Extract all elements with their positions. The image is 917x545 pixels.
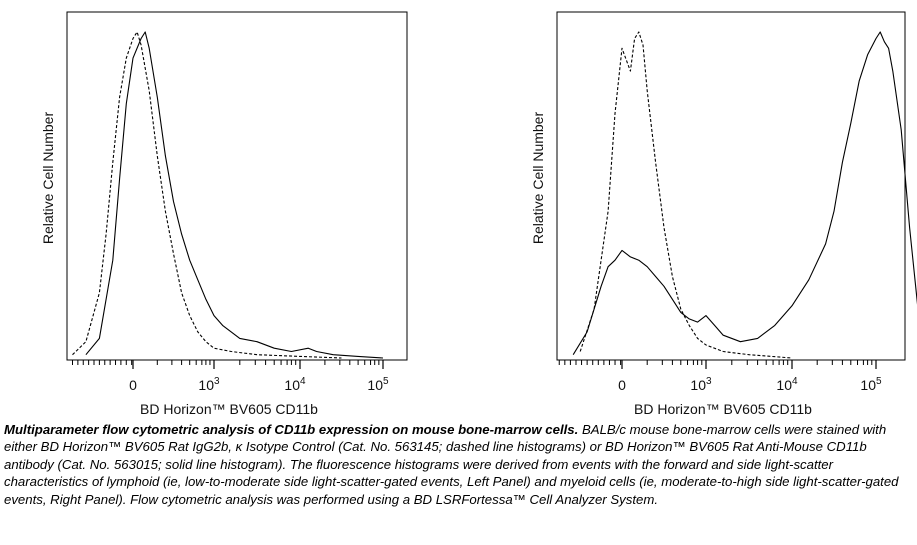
- tick-label: 103: [690, 376, 712, 393]
- figure-caption: Multiparameter flow cytometric analysis …: [4, 421, 909, 508]
- caption-body: BALB/c mouse bone-marrow cells were stai…: [4, 422, 899, 507]
- y-axis-label: Relative Cell Number: [40, 112, 56, 245]
- plot-frame: [66, 11, 408, 361]
- tick-label: 0: [618, 377, 626, 393]
- cd11b-histogram: [572, 31, 917, 355]
- tick-label-base: 0: [618, 377, 626, 393]
- tick-label-exponent: 3: [706, 376, 712, 387]
- tick-label: 104: [284, 376, 306, 393]
- tick-label-base: 10: [690, 377, 706, 393]
- tick-label: 104: [776, 376, 798, 393]
- isotype-control-histogram: [72, 31, 342, 359]
- tick-label-base: 10: [860, 377, 876, 393]
- tick-label-exponent: 3: [214, 376, 220, 387]
- caption-title: Multiparameter flow cytometric analysis …: [4, 422, 579, 437]
- tick-label-base: 10: [198, 377, 214, 393]
- tick-label-exponent: 4: [792, 376, 798, 387]
- y-axis-label: Relative Cell Number: [530, 112, 546, 245]
- isotype-control-histogram: [579, 31, 793, 359]
- tick-label-base: 10: [776, 377, 792, 393]
- tick-label-base: 10: [367, 377, 383, 393]
- x-axis-label: BD Horizon™ BV605 CD11b: [140, 401, 318, 417]
- tick-label: 105: [860, 376, 882, 393]
- tick-label: 0: [129, 377, 137, 393]
- tick-label-exponent: 4: [300, 376, 306, 387]
- tick-label-base: 0: [129, 377, 137, 393]
- cd11b-histogram: [85, 31, 384, 359]
- tick-label-exponent: 5: [383, 376, 389, 387]
- tick-label-exponent: 5: [876, 376, 882, 387]
- tick-label-base: 10: [284, 377, 300, 393]
- tick-label: 105: [367, 376, 389, 393]
- tick-label: 103: [198, 376, 220, 393]
- x-axis-label: BD Horizon™ BV605 CD11b: [634, 401, 812, 417]
- plot-frame: [556, 11, 906, 361]
